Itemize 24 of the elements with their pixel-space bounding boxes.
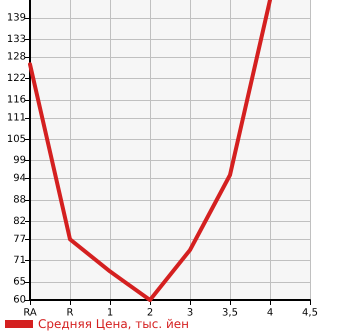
legend-label: Средняя Цена, тыс. йен xyxy=(38,317,190,331)
y-tick-label: 111 xyxy=(6,112,26,124)
x-tick-label: 4 xyxy=(266,308,274,318)
x-tick-label: 2 xyxy=(146,308,154,318)
x-tick-label: RA xyxy=(23,308,37,318)
y-tick-label: 105 xyxy=(6,134,26,145)
y-tick-label: 128 xyxy=(6,52,26,63)
y-tick-label: 94 xyxy=(13,173,26,184)
x-tick-label: 4,5 xyxy=(302,308,318,318)
x-tick-label: 1 xyxy=(106,308,114,318)
x-tick-label: 3,5 xyxy=(222,308,238,318)
y-tick-label: 82 xyxy=(13,216,26,227)
y-tick-label: 133 xyxy=(6,34,26,45)
y-tick-label: 116 xyxy=(6,94,26,106)
y-tick-label: 77 xyxy=(13,234,26,245)
y-tick-label: 139 xyxy=(6,12,26,24)
y-tick-label: 65 xyxy=(13,276,26,288)
y-tick-label: 99 xyxy=(13,155,26,166)
y-tick-label: 88 xyxy=(13,194,26,206)
y-tick-label: 71 xyxy=(13,255,26,266)
x-tick-label: R xyxy=(66,308,74,318)
x-tick-label: 3 xyxy=(186,308,194,318)
y-tick-label: 122 xyxy=(6,73,26,84)
y-tick-label: 60 xyxy=(13,294,26,306)
